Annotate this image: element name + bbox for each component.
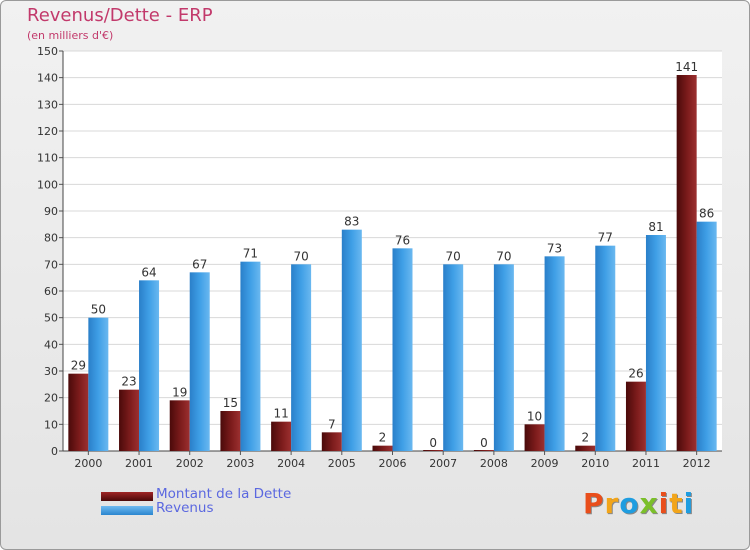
y-tick-label: 140: [37, 72, 58, 85]
y-tick-label: 80: [44, 232, 58, 245]
bar-revenus: [645, 235, 666, 451]
data-label: 86: [699, 207, 714, 221]
data-label: 50: [91, 303, 106, 317]
data-label: 141: [675, 60, 698, 74]
x-tick-label: 2001: [125, 457, 153, 470]
bar-dette: [625, 381, 646, 451]
x-tick-label: 2004: [277, 457, 305, 470]
data-label: 70: [446, 249, 461, 263]
x-tick-label: 2011: [632, 457, 660, 470]
bar-revenus: [696, 221, 717, 451]
logo-letter: o: [619, 487, 640, 520]
y-tick-label: 70: [44, 258, 58, 271]
bar-dette: [271, 421, 292, 451]
x-tick-label: 2007: [429, 457, 457, 470]
data-label: 77: [598, 231, 613, 245]
bar-dette: [169, 400, 190, 451]
y-tick-label: 150: [37, 45, 58, 58]
bar-dette: [119, 389, 140, 451]
x-tick-label: 2012: [683, 457, 711, 470]
bar-dette: [473, 450, 494, 451]
data-label: 73: [547, 241, 562, 255]
y-tick-label: 60: [44, 285, 58, 298]
y-tick-label: 20: [44, 392, 58, 405]
bar-revenus: [189, 272, 210, 451]
y-tick-label: 90: [44, 205, 58, 218]
data-label: 67: [192, 257, 207, 271]
bar-revenus: [139, 280, 160, 451]
y-tick-label: 30: [44, 365, 58, 378]
data-label: 11: [273, 407, 288, 421]
logo-letter: x: [639, 487, 659, 520]
legend-label-revenus: Revenus: [156, 500, 214, 516]
y-tick-label: 0: [51, 445, 58, 458]
bar-revenus: [291, 264, 312, 451]
bar-dette: [68, 373, 89, 451]
x-tick-label: 2009: [531, 457, 559, 470]
data-label: 0: [480, 436, 488, 450]
chart-subtitle: (en milliers d'€): [27, 29, 114, 42]
legend-swatch-dette: [101, 492, 153, 501]
bar-revenus: [443, 264, 464, 451]
legend-swatch-revenus: [101, 506, 153, 515]
data-label: 15: [223, 396, 238, 410]
x-tick-label: 2000: [74, 457, 102, 470]
data-label: 83: [344, 215, 359, 229]
y-tick-label: 10: [44, 418, 58, 431]
data-label: 76: [395, 233, 410, 247]
bar-revenus: [392, 248, 413, 451]
x-tick-label: 2010: [581, 457, 609, 470]
bar-revenus: [240, 261, 261, 451]
x-tick-label: 2006: [379, 457, 407, 470]
logo-letter: r: [604, 487, 620, 520]
data-label: 70: [496, 249, 511, 263]
data-label: 70: [293, 249, 308, 263]
bar-dette: [372, 445, 393, 451]
bar-dette: [575, 445, 596, 451]
bar-dette: [321, 432, 342, 451]
logo-letter: i: [658, 487, 670, 520]
bar-revenus: [493, 264, 514, 451]
data-label: 0: [429, 436, 437, 450]
data-label: 29: [71, 359, 86, 373]
data-label: 2: [379, 431, 387, 445]
data-label: 10: [527, 409, 542, 423]
legend-label-dette: Montant de la Dette: [156, 486, 292, 502]
y-tick-label: 50: [44, 312, 58, 325]
logo-letter: P: [583, 487, 605, 520]
x-tick-label: 2005: [328, 457, 356, 470]
y-tick-label: 100: [37, 178, 58, 191]
data-label: 64: [141, 265, 156, 279]
y-tick-label: 110: [37, 152, 58, 165]
bar-dette: [423, 450, 444, 451]
bar-dette: [524, 424, 545, 451]
bar-dette: [676, 75, 697, 451]
data-label: 7: [328, 417, 336, 431]
bar-revenus: [341, 229, 362, 451]
y-tick-label: 130: [37, 98, 58, 111]
x-tick-label: 2002: [176, 457, 204, 470]
y-tick-label: 120: [37, 125, 58, 138]
data-label: 23: [121, 375, 136, 389]
bar-revenus: [88, 317, 109, 451]
data-label: 26: [628, 367, 643, 381]
data-label: 71: [243, 247, 258, 261]
y-tick-label: 40: [44, 338, 58, 351]
data-label: 19: [172, 385, 187, 399]
x-tick-label: 2003: [226, 457, 254, 470]
proxiti-logo: Proxiti: [583, 487, 694, 520]
x-tick-label: 2008: [480, 457, 508, 470]
bar-revenus: [595, 245, 616, 451]
logo-letter: t: [669, 487, 684, 520]
bar-revenus: [544, 256, 565, 451]
data-label: 81: [648, 220, 663, 234]
logo-letter: i: [683, 487, 695, 520]
bar-dette: [220, 411, 241, 451]
data-label: 2: [581, 431, 589, 445]
chart-title: Revenus/Dette - ERP: [27, 5, 213, 26]
